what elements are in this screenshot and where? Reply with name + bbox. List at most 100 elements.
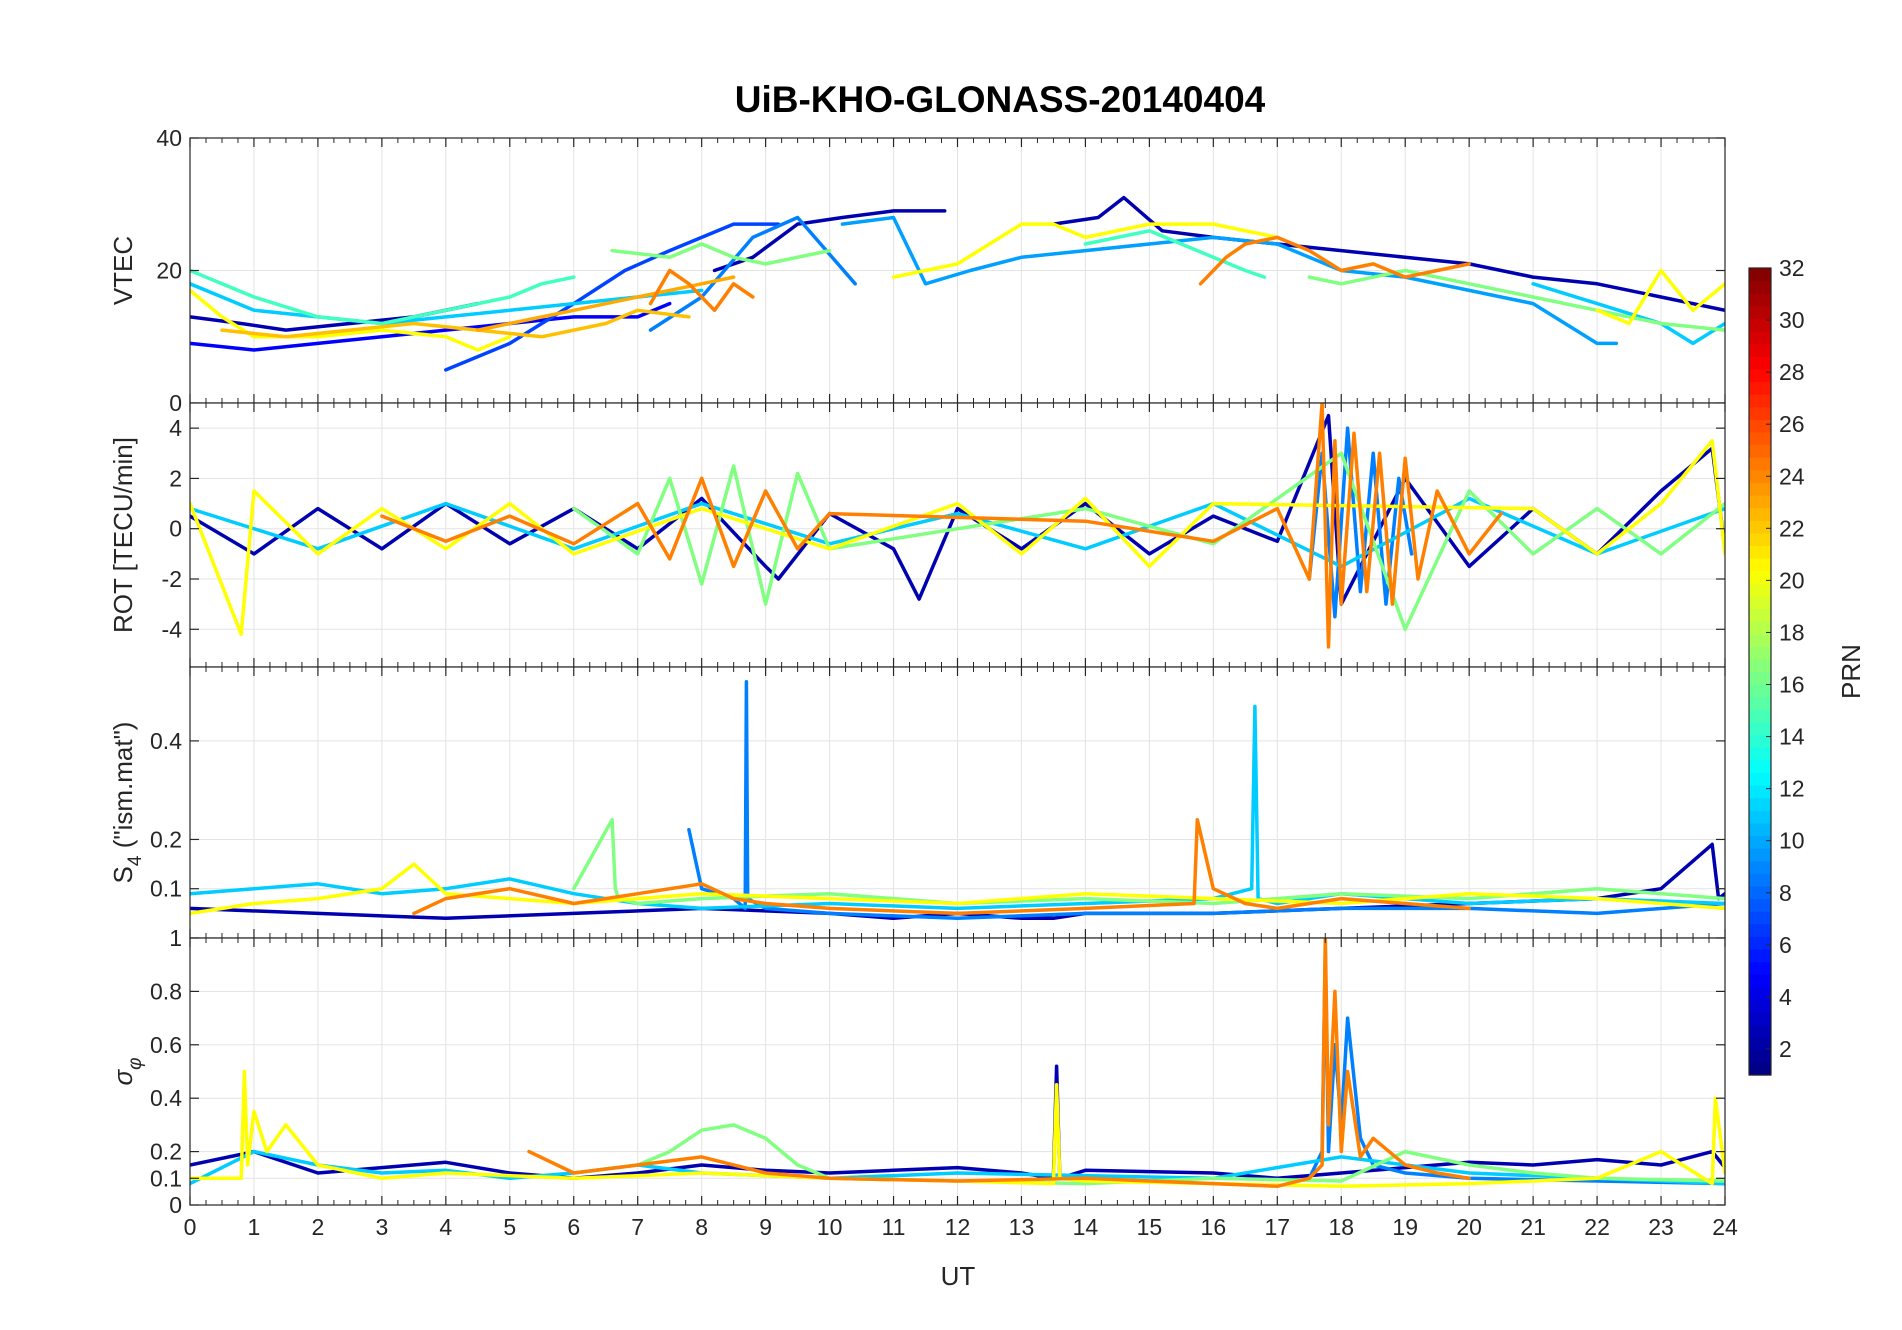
y-axis-label-rot: ROT [TECU/min] bbox=[108, 437, 138, 633]
series-line-vtec-9 bbox=[190, 268, 576, 326]
colorbar-segment bbox=[1749, 961, 1771, 975]
series-line-vtec-11 bbox=[610, 242, 832, 266]
colorbar-tick-label: 12 bbox=[1779, 776, 1805, 802]
x-tick-label: 3 bbox=[375, 1214, 388, 1240]
x-tick-label: 14 bbox=[1073, 1214, 1099, 1240]
colorbar-segment bbox=[1749, 1011, 1771, 1026]
colorbar-segment bbox=[1749, 381, 1771, 395]
series-line-rot-2 bbox=[190, 496, 1725, 569]
y-tick-label: 0.2 bbox=[150, 826, 182, 852]
colorbar-segment bbox=[1749, 595, 1771, 610]
colorbar-segment bbox=[1749, 368, 1771, 383]
series-line-vtec-10 bbox=[1083, 229, 1267, 279]
y-tick-label: 0.2 bbox=[150, 1139, 182, 1165]
series-group bbox=[190, 938, 1725, 1189]
colorbar-segment bbox=[1749, 658, 1771, 673]
y-tick-label: 0 bbox=[169, 390, 182, 416]
y-tick-label: 0.8 bbox=[150, 978, 182, 1004]
colorbar-segment bbox=[1749, 948, 1771, 963]
series-group bbox=[190, 403, 1725, 649]
colorbar-segment bbox=[1749, 482, 1771, 496]
colorbar-segment bbox=[1749, 331, 1771, 345]
colorbar-segment bbox=[1749, 646, 1771, 660]
colorbar-tick-label: 20 bbox=[1779, 567, 1805, 593]
x-tick-label: 15 bbox=[1137, 1214, 1163, 1240]
colorbar-segment bbox=[1749, 268, 1771, 282]
colorbar-segment bbox=[1749, 684, 1771, 698]
series-line-vtec-15 bbox=[1595, 268, 1725, 326]
colorbar-segment bbox=[1749, 671, 1771, 685]
series-group bbox=[190, 680, 1725, 921]
series-line-s4-1 bbox=[687, 680, 1725, 921]
colorbar-segment bbox=[1749, 494, 1771, 509]
y-tick-label: 0.1 bbox=[150, 1165, 182, 1191]
x-tick-label: 17 bbox=[1264, 1214, 1290, 1240]
colorbar-tick-label: 30 bbox=[1779, 307, 1805, 333]
colorbar-segment bbox=[1749, 772, 1771, 786]
colorbar-segment bbox=[1749, 293, 1771, 307]
x-tick-label: 6 bbox=[567, 1214, 580, 1240]
colorbar-segment bbox=[1749, 747, 1771, 761]
y-tick-label: 0.4 bbox=[150, 1085, 182, 1111]
series-line-vtec-12 bbox=[1307, 268, 1725, 332]
colorbar-tick-label: 18 bbox=[1779, 619, 1805, 645]
series-line-rot-4 bbox=[190, 438, 1725, 637]
series-group bbox=[190, 195, 1725, 372]
x-tick-label: 2 bbox=[312, 1214, 325, 1240]
x-tick-label: 7 bbox=[631, 1214, 644, 1240]
y-axis-label-vtec: VTEC bbox=[108, 236, 138, 305]
y-tick-label: 40 bbox=[156, 125, 182, 151]
colorbar-segment bbox=[1749, 444, 1771, 458]
colorbar-segment bbox=[1749, 797, 1771, 811]
colorbar-segment bbox=[1749, 898, 1771, 912]
colorbar-segment bbox=[1749, 406, 1771, 420]
colorbar-tick-label: 32 bbox=[1779, 255, 1805, 281]
series-line-vtec-13 bbox=[190, 288, 512, 352]
series-line-vtec-5 bbox=[648, 215, 857, 332]
y-tick-label: 0.4 bbox=[150, 728, 182, 754]
colorbar-tick-label: 28 bbox=[1779, 359, 1805, 385]
colorbar-segment bbox=[1749, 848, 1771, 862]
panel-rot: -4 -2 0 2 4 ROT [TECU/min] bbox=[108, 402, 1726, 668]
y-tick-label: 0 bbox=[169, 1192, 182, 1218]
y-axis-label-sigma-phi: σφ bbox=[108, 1057, 146, 1085]
colorbar-segment bbox=[1749, 545, 1771, 559]
colorbar-segment bbox=[1749, 810, 1771, 824]
colorbar-tick-label: 2 bbox=[1779, 1036, 1792, 1062]
colorbar-segment bbox=[1749, 923, 1771, 937]
x-tick-label: 1 bbox=[248, 1214, 261, 1240]
colorbar-segment bbox=[1749, 936, 1771, 950]
series-line-vtec-6 bbox=[840, 215, 1619, 346]
colorbar-segment bbox=[1749, 822, 1771, 837]
colorbar-segment bbox=[1749, 469, 1771, 483]
x-tick-label: 13 bbox=[1009, 1214, 1035, 1240]
colorbar-segment bbox=[1749, 734, 1771, 748]
x-tick-label: 9 bbox=[759, 1214, 772, 1240]
colorbar-tick-label: 6 bbox=[1779, 932, 1792, 958]
x-tick-label: 0 bbox=[184, 1214, 197, 1240]
colorbar-tick-label: 16 bbox=[1779, 672, 1805, 698]
colorbar-tick-label: 24 bbox=[1779, 463, 1805, 489]
colorbar-tick-label: 4 bbox=[1779, 984, 1792, 1010]
colorbar-segment bbox=[1749, 1024, 1771, 1038]
x-tick-label: 5 bbox=[503, 1214, 516, 1240]
series-line-rot-0 bbox=[190, 413, 1725, 606]
colorbar-segment bbox=[1749, 911, 1771, 925]
y-axis-label-s4: S4 ("ism.mat") bbox=[108, 722, 146, 884]
colorbar-segment bbox=[1749, 457, 1771, 471]
y-tick-label: -4 bbox=[162, 616, 183, 642]
y-tick-label: 0 bbox=[169, 516, 182, 542]
colorbar-segment bbox=[1749, 356, 1771, 370]
y-tick-label: 0.1 bbox=[150, 876, 182, 902]
colorbar-segment bbox=[1749, 784, 1771, 799]
colorbar-frame bbox=[1748, 267, 1772, 1076]
colorbar-segment bbox=[1749, 696, 1771, 710]
colorbar-segment bbox=[1749, 860, 1771, 874]
y-tick-label: -2 bbox=[162, 566, 182, 592]
series-line-s4-0 bbox=[190, 842, 1725, 921]
colorbar-segment bbox=[1749, 986, 1771, 1000]
x-tick-label: 21 bbox=[1520, 1214, 1546, 1240]
x-tick-label: 19 bbox=[1392, 1214, 1418, 1240]
colorbar-segment bbox=[1749, 835, 1771, 849]
